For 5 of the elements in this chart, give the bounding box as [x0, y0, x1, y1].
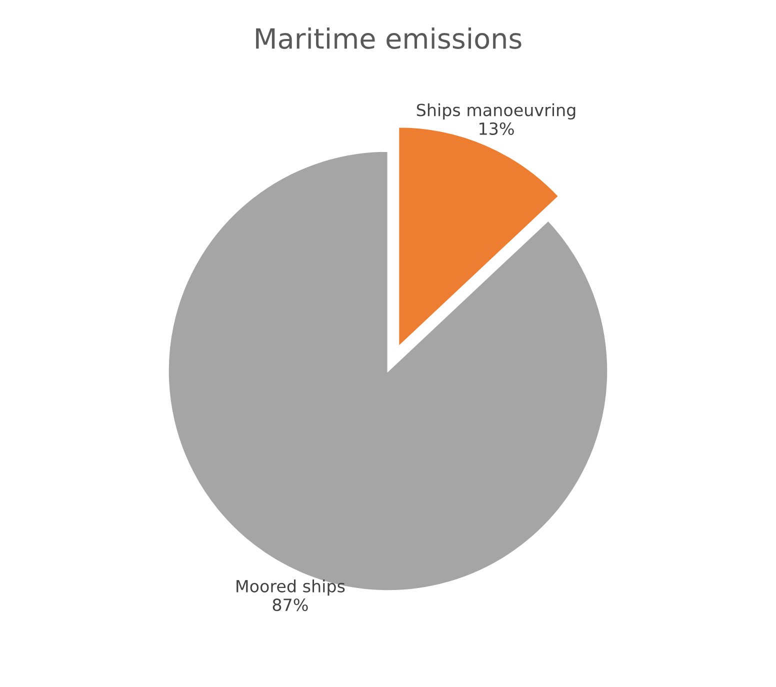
chart-title: Maritime emissions [256, 27, 522, 49]
data-label: 87% [272, 598, 308, 612]
slice-label: Ships manoeuvring [416, 103, 576, 120]
slice-label: Moored ships [236, 580, 345, 596]
data-label: 13% [480, 122, 514, 135]
